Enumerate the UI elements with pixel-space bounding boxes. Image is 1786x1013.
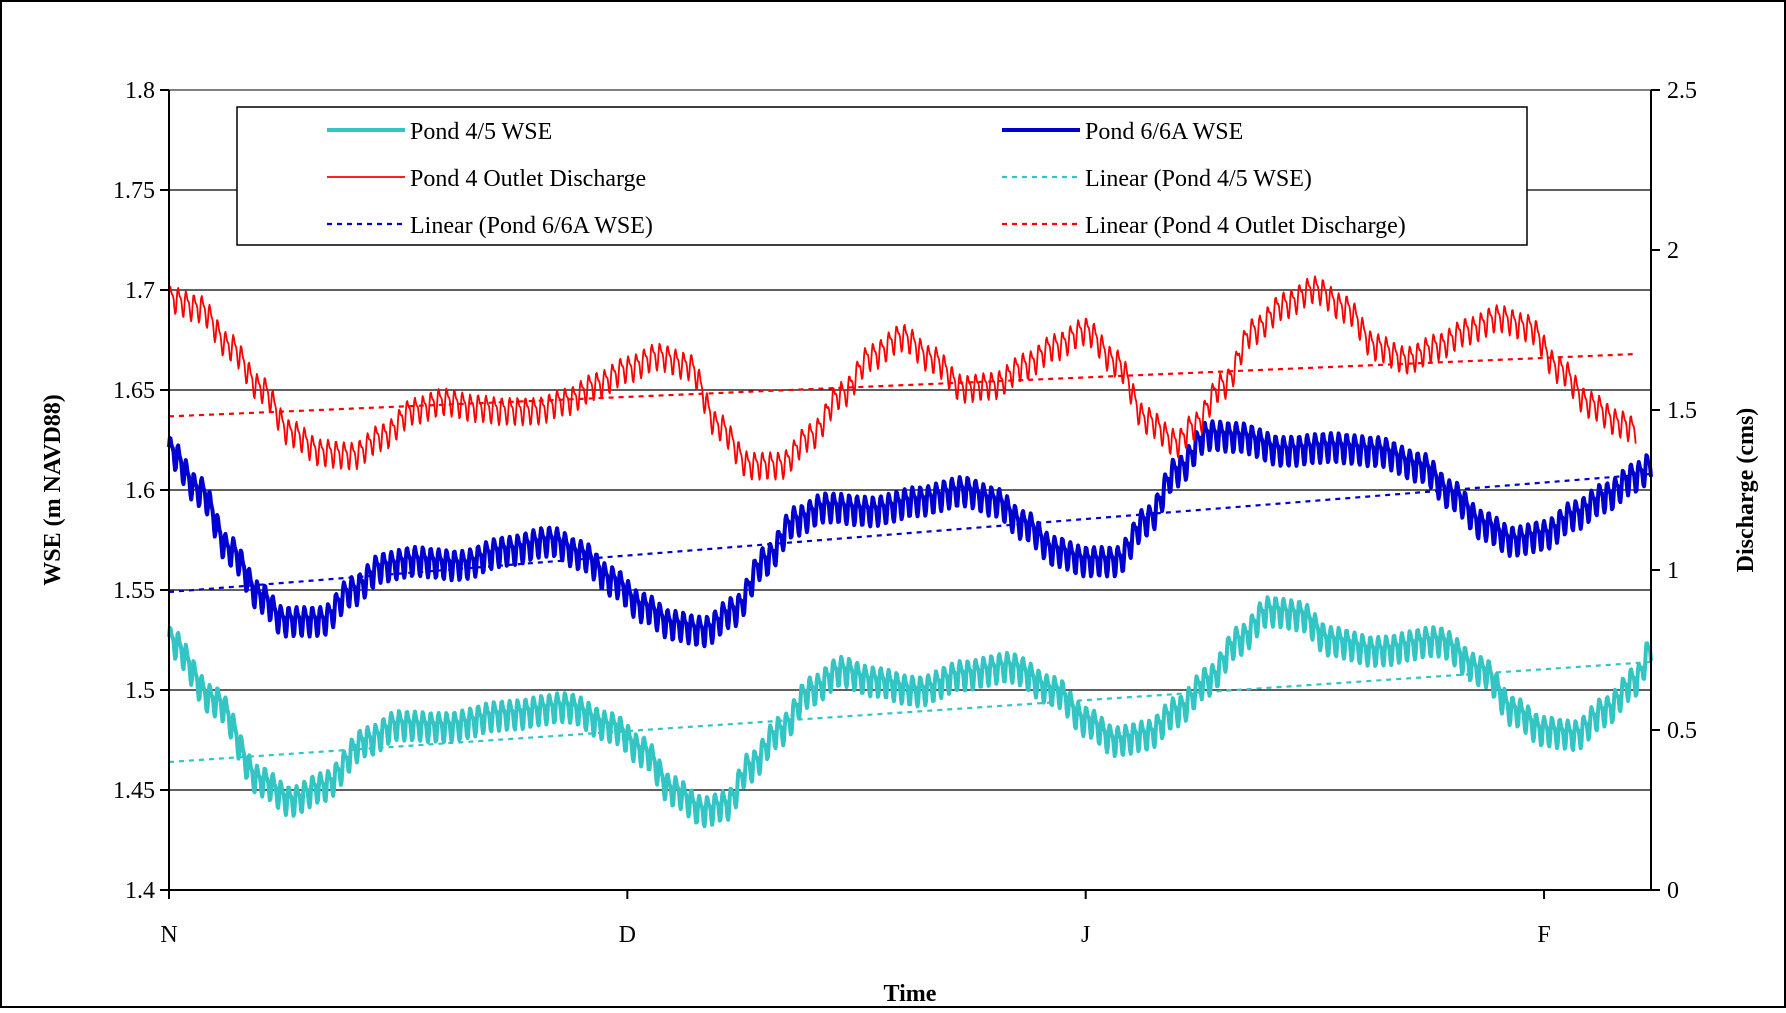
- y-right-tick-label: 2.5: [1667, 78, 1697, 104]
- legend-label: Linear (Pond 6/6A WSE): [410, 213, 653, 239]
- tick-labels: 1.4 1.45 1.5 1.55 1.6 1.65 1.7 1.75 1.8 0 0.5 1 1.5 2…: [113, 78, 1697, 948]
- series-line-linear-pond-4-5-wse: [168, 660, 1652, 764]
- series-line-pond-6-6a-wse: [167, 419, 1653, 649]
- y-left-tick-label: 1.6: [125, 478, 155, 504]
- y-left-tick-label: 1.8: [125, 78, 155, 104]
- series-line-pond-4-5-wse: [167, 595, 1653, 829]
- legend-label: Pond 6/6A WSE: [1085, 119, 1243, 145]
- y-left-tick-label: 1.7: [125, 278, 155, 304]
- y-left-tick-label: 1.55: [113, 578, 155, 604]
- y-left-tick-label: 1.65: [113, 378, 155, 404]
- y-right-tick-label: 1: [1667, 558, 1679, 584]
- legend-label: Linear (Pond 4/5 WSE): [1085, 166, 1312, 192]
- legend-box: [236, 106, 1528, 246]
- x-tick-label: N: [160, 922, 177, 948]
- legend-label: Linear (Pond 4 Outlet Discharge): [1085, 213, 1406, 239]
- y-right-tick-label: 1.5: [1667, 398, 1697, 424]
- y-right-tick-label: 0.5: [1667, 718, 1697, 744]
- x-axis-title: Time: [884, 981, 937, 1007]
- x-tick-label: F: [1537, 922, 1550, 948]
- series-layer: [167, 275, 1653, 829]
- legend-label: Pond 4 Outlet Discharge: [410, 166, 646, 192]
- y-axis-title-left: WSE (m NAVD88): [40, 394, 66, 586]
- y-right-tick-label: 0: [1667, 878, 1679, 904]
- legend-label: Pond 4/5 WSE: [410, 119, 552, 145]
- x-tick-label: J: [1081, 922, 1090, 948]
- y-left-tick-label: 1.5: [125, 678, 155, 704]
- legend: Pond 4/5 WSE Pond 6/6A WSE Pond 4 Outlet D…: [236, 106, 1528, 246]
- y-left-tick-label: 1.75: [113, 178, 155, 204]
- series-line-linear-pond-6-6a-wse: [168, 472, 1652, 594]
- y-left-tick-label: 1.4: [125, 878, 155, 904]
- x-tick-label: D: [619, 922, 636, 948]
- y-right-tick-label: 2: [1667, 238, 1679, 264]
- y-axis-title-right: Discharge (cms): [1733, 408, 1759, 573]
- y-left-tick-label: 1.45: [113, 778, 155, 804]
- series-line-pond-4-outlet-discharge: [168, 275, 1637, 481]
